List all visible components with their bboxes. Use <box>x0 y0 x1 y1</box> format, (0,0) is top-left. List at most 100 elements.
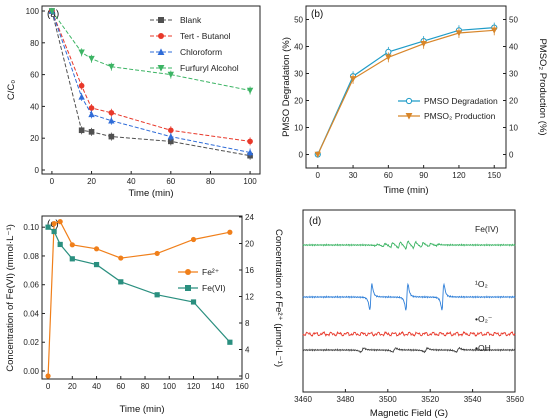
panel-d-x-ticks: 3460 3480 3500 3520 3540 3560 <box>294 389 524 404</box>
panel-a-y-tick-label: 60 <box>30 71 39 80</box>
panel-b-point <box>491 27 498 34</box>
panel-a-point <box>246 87 254 94</box>
panel-b-left-y-tick-label: 0 <box>299 151 304 160</box>
panel-c-legend-label: Fe²⁺ <box>202 267 220 277</box>
panel-a-x-tick-label: 80 <box>206 177 215 186</box>
panel-b-right-y-tick-label: 30 <box>509 70 518 79</box>
panel-c-point <box>154 250 160 257</box>
panel-c-point <box>190 299 197 305</box>
panel-c-ylabel-right: Concentration of Fe²⁺ (μmol·L⁻¹) <box>273 229 284 367</box>
panel-b-left-y-tick-label: 50 <box>294 16 303 25</box>
panel-a-series-line <box>51 10 251 142</box>
panel-b-right-y-tick-label: 40 <box>509 43 518 52</box>
panel-c-point <box>118 279 124 285</box>
panel-a-x-tick-label: 100 <box>243 177 257 186</box>
panel-c-x-tick-label: 0 <box>46 382 51 391</box>
panel-c-point <box>69 256 75 262</box>
panel-c: (c) Time (min) Concentration of Fe(VI) (… <box>5 213 284 415</box>
panel-d: (d) Magnetic Field (G) 3460 3480 3500 3520 3… <box>294 209 524 419</box>
panel-c-left-y-tick-label: 0.02 <box>23 338 39 347</box>
panel-d-trace <box>302 330 516 337</box>
panel-a-y-tick-label: 40 <box>30 102 39 111</box>
panel-b-plot <box>314 22 498 158</box>
panel-a: (a) Time (min) C/C₀ 0 20 40 60 80 100 0204060… <box>6 5 261 199</box>
panel-b-legend-marker <box>405 113 413 120</box>
panel-b-right-y-tick-label: 50 <box>509 16 518 25</box>
panel-a-point <box>167 133 175 140</box>
panel-a-point <box>247 138 253 145</box>
panel-a-point <box>88 110 95 118</box>
panel-a-x-tick-label: 60 <box>166 177 175 186</box>
panel-a-point <box>78 93 85 100</box>
panel-a-legend-marker <box>158 33 164 39</box>
panel-b-x-tick-label: 90 <box>419 171 428 180</box>
panel-b-x-tick-label: 0 <box>316 171 321 180</box>
panel-a-x-tick-label: 20 <box>87 177 96 186</box>
panel-b-x-tick-label: 60 <box>384 171 393 180</box>
panel-a-x-tick-label: 40 <box>127 177 136 186</box>
panel-d-trace <box>302 240 516 251</box>
panel-b-point <box>349 76 357 83</box>
panel-c-point <box>227 339 233 345</box>
panel-c-plot <box>45 219 233 379</box>
panel-c-right-y-tick-label: 0 <box>245 372 250 381</box>
panel-d-xlabel: Magnetic Field (G) <box>370 408 448 419</box>
panel-a-point <box>88 105 95 111</box>
panel-b-left-y-tick-label: 30 <box>294 70 303 79</box>
panel-a-legend-marker <box>157 65 165 72</box>
panel-b-legend: PMSO Degradation PMSO₂ Production <box>398 96 498 121</box>
panel-c-point <box>45 373 51 379</box>
panel-a-y-tick-label: 0 <box>35 166 40 175</box>
panel-a-ylabel: C/C₀ <box>6 80 17 100</box>
panel-b-series-line <box>317 29 495 155</box>
panel-c-left-y-tick-label: 0.06 <box>23 281 39 290</box>
panel-c-frame <box>41 215 243 380</box>
panel-a-y-ticks: 0 20 40 60 80 100 <box>26 7 45 175</box>
panel-a-point <box>78 82 85 89</box>
panel-d-trace-label: Fe(IV) <box>475 224 499 234</box>
panel-d-trace-label: •OH <box>475 343 491 353</box>
panel-b-legend-label: PMSO Degradation <box>424 96 498 106</box>
panel-b-left-y-tick-label: 20 <box>294 97 303 106</box>
panel-a-plot <box>48 7 254 160</box>
panel-c-x-ticks: 0 20 40 60 80 100 120 140 160 <box>46 376 249 391</box>
panel-c-right-y-tick-label: 24 <box>245 213 254 222</box>
panel-c-point <box>190 236 197 243</box>
panel-a-point <box>108 109 115 116</box>
panel-c-x-tick-label: 80 <box>141 382 150 391</box>
panel-a-point <box>78 49 85 56</box>
panel-c-point <box>118 255 124 261</box>
panel-d-trace-label: ¹O₂ <box>475 279 488 289</box>
panel-d-x-tick-label: 3480 <box>337 395 355 404</box>
panel-a-legend-label: Chloroform <box>180 47 222 57</box>
panel-c-left-y-tick-label: 0.04 <box>23 309 39 318</box>
panel-d-frame <box>302 209 516 393</box>
panel-c-right-y-tick-label: 8 <box>245 319 250 328</box>
panel-b-ylabel-left: PMSO Degradation (%) <box>281 37 292 137</box>
panel-a-series-line <box>51 10 251 157</box>
panel-a-xlabel: Time (min) <box>128 188 173 199</box>
panel-b-point <box>455 30 463 37</box>
panel-c-x-tick-label: 120 <box>187 382 201 391</box>
panel-c-point <box>69 242 75 248</box>
panel-b-point <box>385 54 392 61</box>
panel-a-point <box>108 63 115 71</box>
panel-d-x-tick-label: 3500 <box>379 395 397 404</box>
panel-d-plot: Fe(IV) ¹O₂ •O₂⁻ •OH <box>302 224 516 354</box>
panel-d-trace <box>302 346 516 354</box>
panel-b-y-ticks: 0 10 20 30 40 50 0 10 20 30 40 50 <box>294 16 518 160</box>
panel-b-right-y-tick-label: 20 <box>509 97 518 106</box>
panel-c-right-y-tick-label: 12 <box>245 293 254 302</box>
panel-c-xlabel: Time (min) <box>119 404 164 415</box>
panel-a-y-tick-label: 100 <box>26 7 40 16</box>
panel-b-left-y-tick-label: 10 <box>294 124 303 133</box>
panel-d-x-tick-label: 3560 <box>506 395 524 404</box>
panel-c-legend: Fe²⁺ Fe(VI) <box>178 267 226 293</box>
panel-c-point <box>45 224 51 230</box>
panel-b-legend-marker <box>405 97 413 105</box>
panel-d-trace <box>302 282 516 311</box>
panel-b-legend-label: PMSO₂ Production <box>424 111 496 121</box>
panel-a-point <box>48 8 56 15</box>
